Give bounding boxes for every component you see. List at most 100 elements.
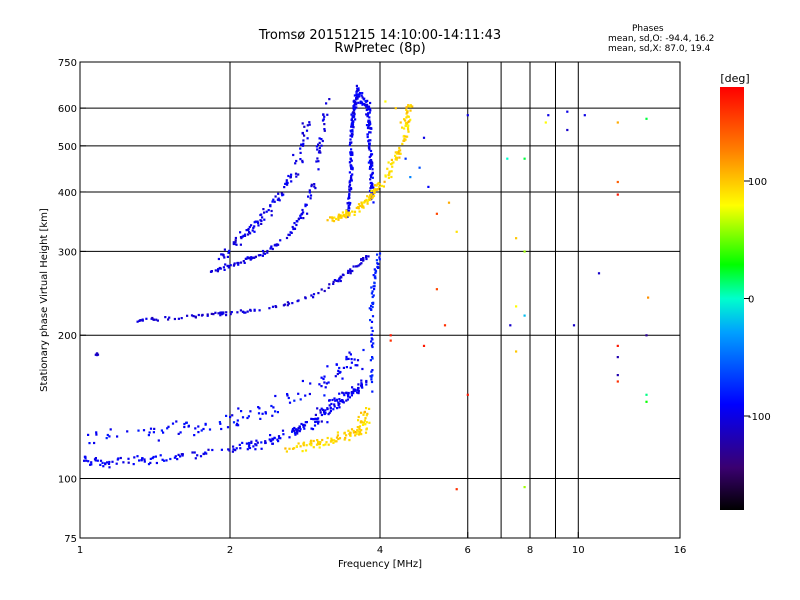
echo-point (371, 176, 374, 179)
echo-point (371, 374, 374, 377)
echo-point (260, 222, 263, 225)
echo-point (370, 127, 373, 130)
sparse-echo-point (455, 488, 458, 491)
echo-point (313, 424, 317, 427)
echo-point (342, 214, 345, 217)
echo-point (245, 229, 248, 232)
echo-point (338, 392, 341, 395)
echo-point (369, 198, 372, 201)
echo-point (295, 175, 298, 178)
echo-point (312, 293, 316, 296)
echo-point (206, 313, 209, 316)
y-tick-label: 200 (58, 331, 77, 342)
echo-point (352, 120, 355, 123)
echo-point (372, 342, 375, 345)
echo-point (259, 213, 262, 217)
echo-point (337, 437, 340, 441)
echo-point (320, 407, 323, 410)
echo-point (326, 407, 329, 410)
echo-point (361, 367, 364, 371)
echo-point (274, 394, 277, 398)
sparse-echo-point (409, 176, 412, 179)
echo-point (323, 412, 326, 416)
echo-point (368, 131, 371, 134)
echo-point (308, 121, 311, 124)
echo-point (239, 447, 242, 450)
echo-point (336, 407, 339, 410)
echo-point (353, 358, 356, 361)
echo-point (291, 225, 294, 229)
echo-point (254, 448, 257, 451)
echo-point (323, 123, 326, 126)
echo-point (370, 320, 374, 323)
echo-point (348, 171, 351, 174)
echo-point (339, 279, 342, 283)
echo-point (197, 425, 200, 428)
echo-point (244, 257, 247, 260)
echo-point (368, 127, 371, 130)
echo-point (361, 421, 364, 424)
echo-point (359, 102, 362, 105)
echo-point (300, 143, 303, 146)
echo-point (371, 345, 374, 349)
echo-point (360, 411, 363, 414)
echo-point (369, 178, 372, 181)
echo-point (308, 123, 311, 126)
echo-point (347, 205, 350, 208)
echo-point (333, 439, 336, 442)
echo-point (253, 221, 256, 224)
echo-point (220, 427, 223, 431)
echo-point (223, 248, 226, 251)
sparse-echo-point (515, 237, 518, 240)
echo-point (310, 444, 313, 447)
echo-point (318, 383, 321, 386)
echo-point (266, 249, 269, 253)
echo-point (239, 243, 242, 246)
echo-point (346, 215, 349, 218)
echo-point (234, 449, 237, 452)
echo-point (368, 124, 371, 127)
echo-point (371, 290, 374, 293)
echo-point (304, 449, 308, 452)
echo-point (404, 124, 407, 127)
echo-point (299, 445, 302, 448)
echo-point (328, 411, 331, 414)
echo-point (366, 103, 369, 106)
echo-point (167, 318, 170, 321)
echo-point (340, 216, 343, 219)
echo-point (312, 439, 315, 443)
echo-point (371, 329, 374, 333)
echo-point (351, 386, 354, 389)
sparse-echo-point (404, 157, 407, 160)
echo-point (388, 170, 391, 173)
echo-point (287, 396, 290, 400)
echo-point (363, 423, 366, 426)
echo-point (382, 185, 385, 188)
echo-point (374, 269, 377, 272)
echo-point (350, 428, 354, 431)
echo-point (398, 146, 401, 150)
echo-point (305, 203, 308, 206)
echo-point (147, 463, 151, 466)
echo-point (325, 382, 328, 385)
echo-point (374, 272, 377, 275)
echo-point (157, 439, 160, 442)
echo-point (247, 227, 250, 231)
echo-point (117, 457, 120, 460)
echo-point (362, 413, 365, 416)
echo-point (151, 457, 154, 460)
echo-point (288, 447, 291, 450)
echo-point (342, 273, 345, 277)
echo-point (320, 385, 323, 388)
echo-point (357, 264, 360, 267)
sparse-echo-point (435, 212, 438, 215)
echo-point (368, 142, 371, 145)
echo-point (352, 105, 355, 108)
echo-point (210, 270, 213, 273)
echo-point (353, 213, 356, 216)
echo-point (409, 105, 412, 108)
echo-point (232, 242, 235, 246)
echo-point (357, 387, 360, 390)
echo-point (232, 448, 235, 451)
echo-point (297, 442, 300, 445)
